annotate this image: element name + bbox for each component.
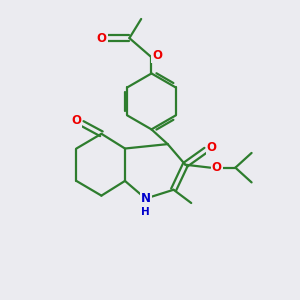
Text: H: H (141, 207, 150, 217)
Text: O: O (71, 114, 81, 127)
Text: O: O (97, 32, 107, 45)
Text: N: N (141, 192, 151, 205)
Text: O: O (152, 49, 162, 62)
Text: O: O (212, 161, 222, 174)
Text: O: O (207, 141, 217, 154)
